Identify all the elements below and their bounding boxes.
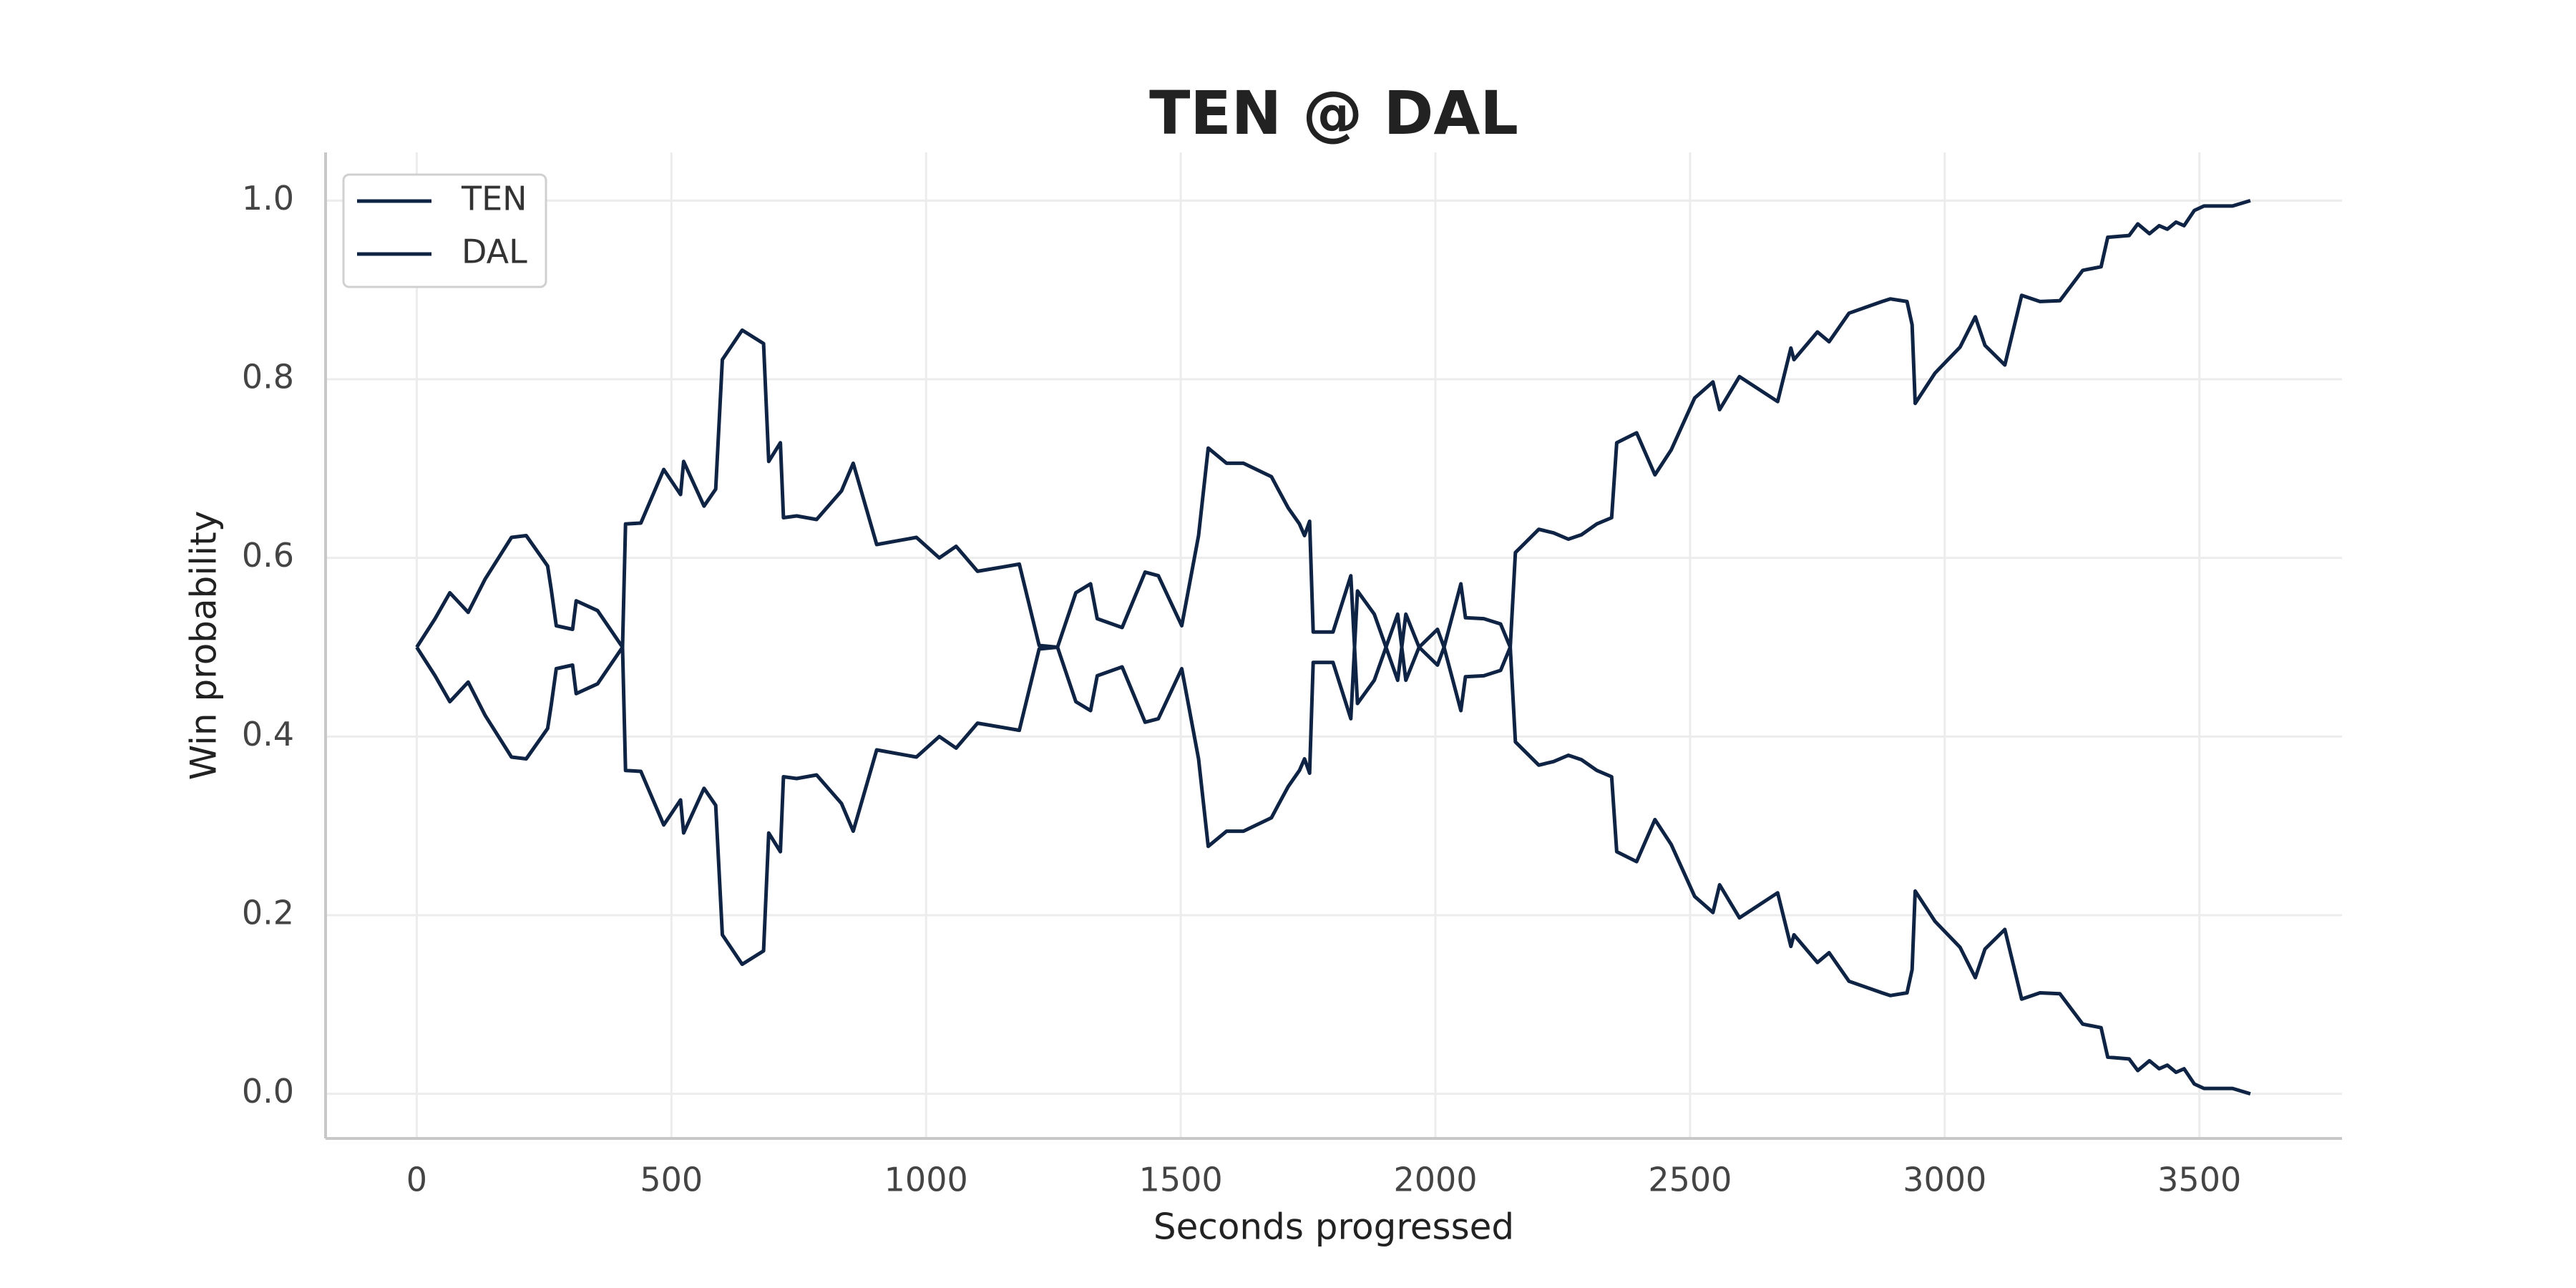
chart-title: TEN @ DAL xyxy=(1149,78,1518,148)
x-tick-label: 1500 xyxy=(1139,1161,1223,1199)
y-tick-label: 0.6 xyxy=(242,536,294,575)
x-tick-label: 2500 xyxy=(1648,1161,1732,1199)
x-tick-label: 500 xyxy=(640,1161,703,1199)
x-tick-label: 1000 xyxy=(884,1161,968,1199)
x-tick-label: 3500 xyxy=(2157,1161,2241,1199)
series-line xyxy=(415,199,2251,706)
x-axis-label: Seconds progressed xyxy=(1153,1206,1514,1248)
x-tick-label: 3000 xyxy=(1903,1161,1986,1199)
y-tick-label: 0.2 xyxy=(242,893,294,932)
series-line xyxy=(415,589,2251,1096)
y-axis-label: Win probability xyxy=(183,511,225,781)
y-tick-label: 0.4 xyxy=(242,715,294,753)
x-tick-label: 2000 xyxy=(1393,1161,1477,1199)
y-tick-label: 0.0 xyxy=(242,1072,294,1111)
legend-label: TEN xyxy=(461,180,527,218)
x-tick-label: 0 xyxy=(406,1161,427,1199)
y-tick-label: 1.0 xyxy=(242,179,294,218)
legend-label: DAL xyxy=(462,233,527,271)
y-tick-label: 0.8 xyxy=(242,358,294,396)
